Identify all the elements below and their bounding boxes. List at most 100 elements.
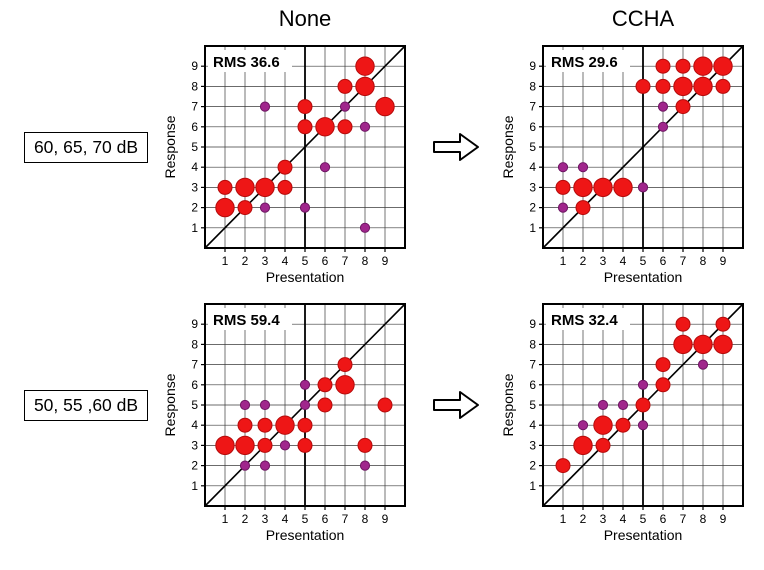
- plot-container-none-50: RMS 59.4 1 2 3 4 5 6 7 8 9 1 2 3 4 5 6 7 8 9 Presentation Re…: [160, 294, 414, 552]
- x-tick-label: 5: [640, 254, 647, 268]
- data-point: [299, 399, 311, 411]
- data-point: [337, 357, 353, 373]
- data-point: [557, 202, 569, 213]
- arrow-container-1: [414, 36, 498, 294]
- data-point: [359, 121, 371, 132]
- x-tick-label: 8: [700, 512, 707, 526]
- data-point: [317, 377, 333, 393]
- x-tick-label: 3: [600, 254, 607, 268]
- data-point: [235, 177, 255, 198]
- x-tick-label: 4: [620, 512, 627, 526]
- data-point: [299, 379, 311, 390]
- y-axis-label: Response: [500, 373, 516, 436]
- data-point: [355, 76, 375, 97]
- data-point: [317, 397, 333, 413]
- data-point: [237, 200, 253, 216]
- data-point: [693, 56, 713, 76]
- data-point: [555, 458, 571, 474]
- data-point: [713, 334, 733, 355]
- x-tick-label: 6: [660, 254, 667, 268]
- scatter-plot-ccha-50-55-60: RMS 32.41 2 3 4 5 6 7 8 9123456789PresentationRe…: [500, 303, 744, 543]
- y-tick-label: 4: [529, 418, 536, 432]
- x-tick-label: 9: [720, 512, 727, 526]
- data-point: [715, 78, 731, 94]
- figure: None CCHA 60, 65, 70 dB RMS 36.6 1 2 3 4 5 6 7 8…: [12, 4, 752, 552]
- data-point: [617, 399, 629, 411]
- x-tick-label: 2: [242, 254, 249, 268]
- scatter-plot-none-50-55-60: RMS 59.41 2 3 4 5 6 7 8 9123456789PresentationRe…: [162, 303, 406, 543]
- x-tick-label: 5: [302, 512, 309, 526]
- x-axis-label: Presentation: [604, 527, 683, 543]
- data-point: [299, 202, 311, 213]
- y-tick-label: 8: [191, 337, 198, 351]
- data-point: [357, 437, 373, 453]
- x-tick-label: 7: [342, 512, 349, 526]
- y-tick-label: 5: [529, 398, 536, 412]
- data-point: [673, 76, 693, 97]
- x-tick-label: 3: [262, 254, 269, 268]
- data-point: [377, 397, 393, 413]
- column-header-ccha: CCHA: [611, 6, 675, 31]
- data-point: [595, 437, 611, 453]
- data-point: [237, 417, 253, 433]
- y-tick-label: 6: [191, 120, 198, 134]
- data-point: [375, 96, 395, 117]
- data-point: [215, 435, 235, 456]
- y-tick-label: 3: [529, 180, 536, 194]
- y-tick-label: 2: [191, 201, 198, 215]
- x-tick-label: 8: [362, 254, 369, 268]
- x-axis-label: Presentation: [266, 527, 345, 543]
- column-header-none: None: [278, 6, 332, 31]
- y-axis-label: Response: [162, 115, 178, 178]
- y-tick-label: 1: [191, 479, 198, 493]
- data-point: [259, 399, 271, 411]
- data-point: [337, 119, 353, 135]
- data-point: [635, 397, 651, 413]
- y-tick-label: 8: [529, 337, 536, 351]
- x-axis-label: Presentation: [604, 269, 683, 285]
- data-point: [297, 99, 313, 115]
- rms-label: RMS 59.4: [213, 312, 280, 329]
- y-tick-label: 7: [191, 100, 198, 114]
- y-axis-label: Response: [500, 115, 516, 178]
- row-label-container-2: 50, 55 ,60 dB: [12, 294, 160, 552]
- data-point: [577, 420, 589, 431]
- data-point: [675, 58, 691, 74]
- x-tick-label: 1: [222, 254, 229, 268]
- data-point: [657, 121, 669, 132]
- data-point: [637, 379, 649, 390]
- y-tick-label: 4: [191, 418, 198, 432]
- y-tick-label: 7: [529, 100, 536, 114]
- y-tick-label: 2: [529, 201, 536, 215]
- data-point: [655, 377, 671, 393]
- data-point: [257, 437, 273, 453]
- plot-container-ccha-50: RMS 32.4 1 2 3 4 5 6 7 8 9 1 2 3 4 5 6 7 8 9 Presentation Re…: [498, 294, 752, 552]
- level-label-60-65-70: 60, 65, 70 dB: [23, 131, 149, 163]
- data-point: [655, 58, 671, 74]
- data-point: [277, 159, 293, 175]
- data-point: [577, 162, 589, 173]
- y-tick-label: 8: [529, 79, 536, 93]
- x-tick-label: 5: [302, 254, 309, 268]
- x-tick-label: 1: [560, 512, 567, 526]
- x-tick-label: 1: [560, 254, 567, 268]
- data-point: [235, 435, 255, 456]
- data-point: [615, 417, 631, 433]
- x-tick-label: 8: [362, 512, 369, 526]
- rms-label-background: [546, 50, 630, 72]
- data-point: [255, 177, 275, 198]
- y-tick-label: 2: [191, 459, 198, 473]
- x-tick-label: 7: [342, 254, 349, 268]
- rms-label: RMS 29.6: [551, 54, 618, 71]
- x-tick-label: 4: [620, 254, 627, 268]
- data-point: [339, 101, 351, 112]
- data-point: [613, 177, 633, 198]
- data-point: [215, 197, 235, 218]
- data-point: [637, 182, 649, 193]
- x-tick-label: 8: [700, 254, 707, 268]
- data-point: [319, 162, 331, 173]
- data-point: [359, 460, 371, 471]
- y-tick-label: 5: [529, 140, 536, 154]
- data-point: [275, 415, 295, 435]
- x-tick-label: 4: [282, 512, 289, 526]
